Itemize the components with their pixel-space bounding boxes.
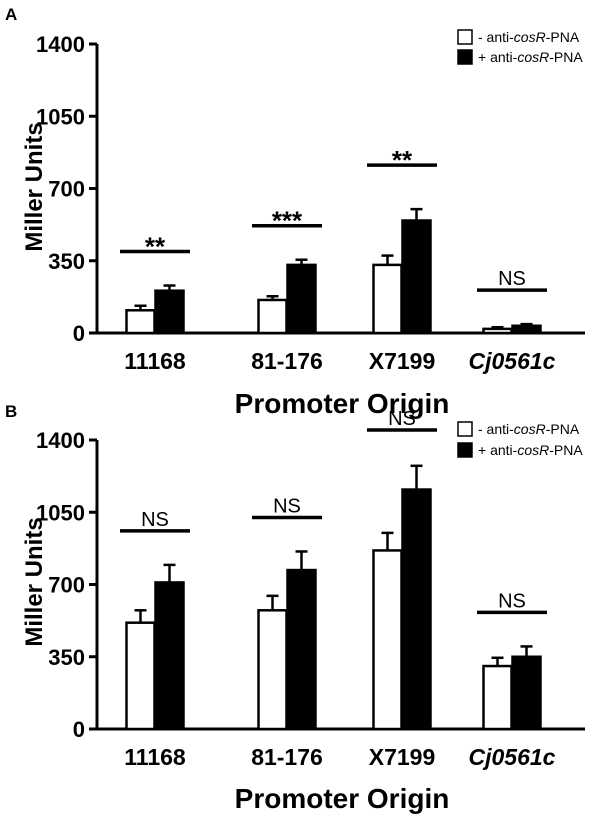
bar bbox=[513, 657, 541, 729]
bar bbox=[156, 291, 184, 333]
legend-swatch bbox=[458, 30, 472, 44]
significance-label: ** bbox=[392, 145, 413, 175]
x-axis-label: Promoter Origin bbox=[235, 388, 450, 419]
x-tick-label: Cj0561c bbox=[469, 744, 556, 770]
bar bbox=[484, 666, 512, 729]
bar bbox=[513, 326, 541, 333]
panel-a: A Miller Units Promoter Origin 0 350 700 10… bbox=[5, 5, 585, 419]
x-tick-label: 81-176 bbox=[251, 744, 323, 770]
x-tick-label: 81-176 bbox=[251, 348, 323, 374]
legend-swatch bbox=[458, 422, 472, 436]
y-tick-label: 0 bbox=[73, 321, 85, 346]
significance-label: NS bbox=[388, 408, 416, 430]
bar bbox=[374, 265, 402, 333]
legend-entry-part: - anti- bbox=[478, 29, 514, 45]
legend-entry-part: cosR bbox=[517, 49, 549, 65]
significance-label: NS bbox=[498, 268, 526, 290]
y-tick-label: 700 bbox=[48, 573, 85, 598]
legend-swatch bbox=[458, 50, 472, 64]
bar bbox=[259, 300, 287, 333]
bar bbox=[288, 570, 316, 729]
x-tick-label: Cj0561c bbox=[469, 348, 556, 374]
y-tick-label: 350 bbox=[48, 645, 85, 670]
bar bbox=[403, 220, 431, 333]
legend-entry-part: -PNA bbox=[546, 29, 580, 45]
legend-entry-part: cosR bbox=[514, 29, 546, 45]
bar bbox=[127, 310, 155, 333]
bar bbox=[484, 329, 512, 333]
legend-entry: - anti-cosR-PNA bbox=[478, 421, 580, 437]
legend-entry-part: cosR bbox=[517, 442, 549, 458]
significance-label: NS bbox=[273, 495, 301, 517]
legend-entry-part: + anti- bbox=[478, 442, 518, 458]
legend-swatch bbox=[458, 443, 472, 457]
legend-entry: + anti-cosR-PNA bbox=[478, 442, 583, 458]
x-axis-label: Promoter Origin bbox=[235, 783, 450, 814]
legend-entry-part: -PNA bbox=[549, 442, 583, 458]
significance-label: *** bbox=[272, 206, 303, 236]
bar bbox=[374, 550, 402, 729]
panel-letter: B bbox=[5, 402, 17, 421]
y-tick-label: 1400 bbox=[36, 32, 85, 57]
significance-label: NS bbox=[498, 590, 526, 612]
panel-letter: A bbox=[5, 5, 17, 24]
bar bbox=[127, 623, 155, 729]
x-tick-label: 11168 bbox=[124, 348, 186, 374]
x-tick-label: X7199 bbox=[369, 744, 436, 770]
significance-label: ** bbox=[145, 232, 166, 262]
bar bbox=[156, 582, 184, 729]
significance-label: NS bbox=[141, 509, 169, 531]
bar bbox=[288, 265, 316, 333]
bar bbox=[259, 610, 287, 729]
y-tick-label: 0 bbox=[73, 717, 85, 742]
legend-entry-part: - anti- bbox=[478, 421, 514, 437]
y-tick-label: 1050 bbox=[36, 104, 85, 129]
legend-entry-part: -PNA bbox=[549, 49, 583, 65]
x-tick-label: 11168 bbox=[124, 744, 186, 770]
bar bbox=[403, 490, 431, 729]
y-tick-label: 1050 bbox=[36, 500, 85, 525]
y-tick-label: 1400 bbox=[36, 428, 85, 453]
legend-entry: + anti-cosR-PNA bbox=[478, 49, 583, 65]
legend-entry-part: -PNA bbox=[546, 421, 580, 437]
panel-b: B Miller Units Promoter Origin 0 350 700 10… bbox=[5, 402, 585, 814]
x-tick-label: X7199 bbox=[369, 348, 436, 374]
y-tick-label: 350 bbox=[48, 249, 85, 274]
y-axis-label: Miller Units bbox=[21, 517, 48, 646]
y-axis-label: Miller Units bbox=[21, 122, 48, 251]
y-tick-label: 700 bbox=[48, 177, 85, 202]
legend-entry-part: + anti- bbox=[478, 49, 518, 65]
legend-entry-part: cosR bbox=[514, 421, 546, 437]
legend-entry: - anti-cosR-PNA bbox=[478, 29, 580, 45]
